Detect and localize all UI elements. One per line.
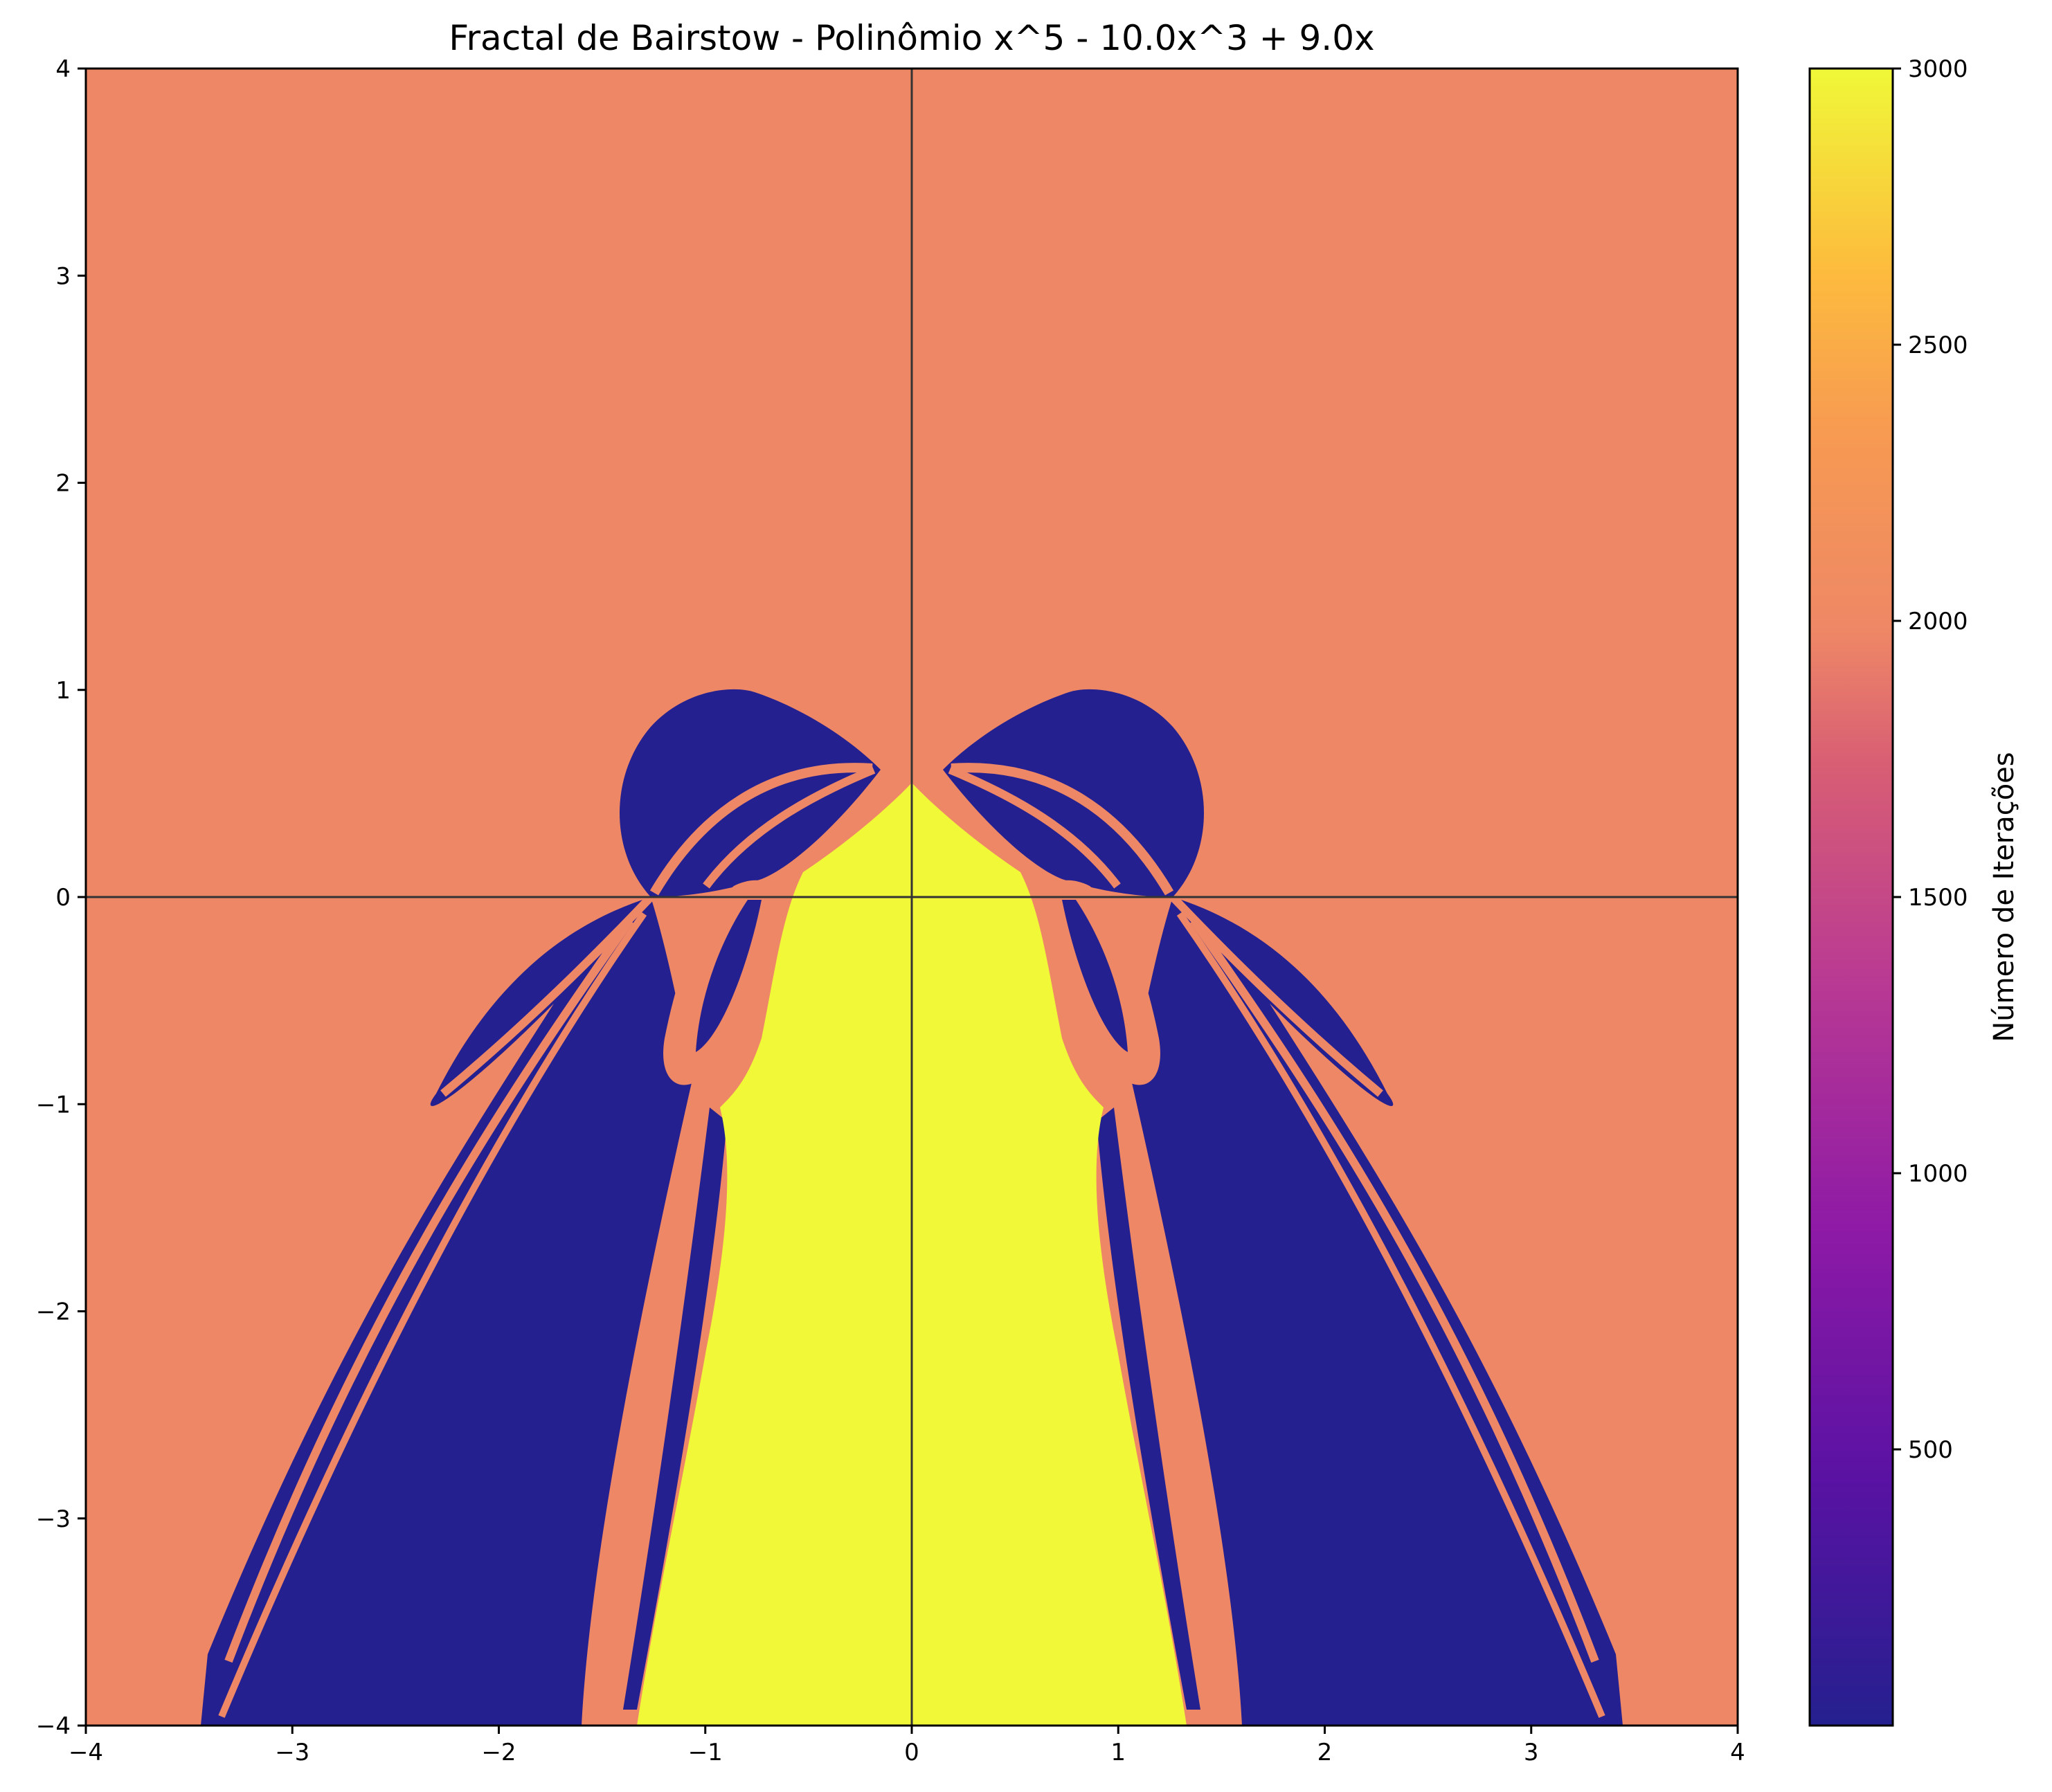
x-tick-label: −3: [275, 1739, 309, 1766]
y-axis-ticks: 4 3 2 1 0 −1 −2 −3 −4: [36, 55, 86, 1740]
y-tick-label: 2: [55, 470, 71, 498]
y-tick-label: −3: [36, 1505, 71, 1533]
x-tick-label: 3: [1524, 1739, 1539, 1766]
plot-area: [86, 69, 1738, 1726]
y-tick-label: 3: [55, 262, 71, 290]
y-tick-label: 4: [55, 55, 71, 83]
colorbar-tick-label: 2500: [1908, 332, 1968, 359]
right-vein-4: [1190, 918, 1599, 1663]
left-vein-4: [224, 918, 633, 1663]
left-vein-5: [218, 912, 647, 1718]
left-inner-band: [623, 900, 762, 1710]
x-tick-label: 2: [1317, 1739, 1333, 1766]
right-vein-1: [951, 763, 1174, 896]
y-tick-label: 1: [55, 677, 71, 705]
y-tick-label: 0: [55, 884, 71, 912]
y-tick-label: −4: [36, 1712, 71, 1740]
right-inner-band: [1062, 900, 1200, 1710]
colorbar: [1808, 67, 1894, 1727]
x-axis-ticks: −4 −3 −2 −1 0 1 2 3 4: [69, 1726, 1745, 1766]
right-vein-5: [1176, 912, 1605, 1718]
left-outer-lobe: [201, 897, 692, 1726]
y-tick-label: −2: [36, 1298, 71, 1326]
right-vein-2: [948, 766, 1121, 889]
x-tick-label: 4: [1730, 1739, 1745, 1766]
colorbar-tick-label: 2000: [1908, 608, 1968, 635]
left-vein-1: [649, 763, 873, 896]
x-tick-label: 1: [1110, 1739, 1126, 1766]
x-tick-label: −4: [69, 1739, 103, 1766]
colorbar-tick-label: 1500: [1908, 884, 1968, 912]
colorbar-tick-label: 500: [1908, 1436, 1953, 1464]
x-tick-label: 0: [904, 1739, 919, 1766]
colorbar-label: Número de Iterações: [1988, 752, 2020, 1042]
colorbar-ticks: 500 1000 1500 2000 2500 3000: [1893, 55, 1968, 1464]
colorbar-tick-label: 1000: [1908, 1160, 1968, 1188]
colorbar-tick-label: 3000: [1908, 55, 1968, 83]
y-tick-label: −1: [36, 1091, 71, 1119]
x-tick-label: −1: [688, 1739, 723, 1766]
right-outer-lobe: [1131, 897, 1623, 1726]
left-vein-2: [703, 766, 876, 889]
x-tick-label: −2: [481, 1739, 516, 1766]
chart-title: Fractal de Bairstow - Polinômio x^5 - 10…: [449, 18, 1374, 58]
